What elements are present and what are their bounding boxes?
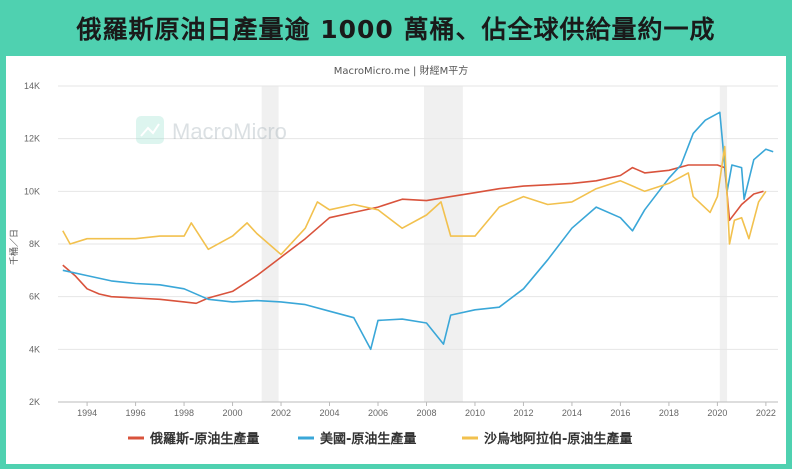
series-line-0 <box>62 164 764 305</box>
watermark-text: MacroMicro <box>172 119 287 144</box>
x-axis-ticks: 1994 1996 1998 2000 2002 2004 2006 2008 2010 2012… <box>58 401 778 418</box>
y-tick-label: 14K <box>24 81 40 91</box>
x-tick-label: 2004 <box>319 408 339 418</box>
x-tick-label: 2020 <box>707 408 727 418</box>
y-tick-label: 2K <box>29 397 40 407</box>
chart-panel: 2K 4K 6K 8K 10K 12K 14K 1994 1996 1998 2000 2002 20… <box>6 56 786 464</box>
page-title: 俄羅斯原油日產量逾 1000 萬桶、佔全球供給量約一成 <box>76 15 716 44</box>
legend: 俄羅斯-原油生產量 美國-原油生產量 沙烏地阿拉伯-原油生產量 <box>128 431 632 447</box>
watermark: MacroMicro <box>136 116 287 144</box>
title-bar: 俄羅斯原油日產量逾 1000 萬桶、佔全球供給量約一成 <box>0 0 792 56</box>
legend-label-0: 俄羅斯-原油生產量 <box>149 431 259 447</box>
y-axis-ticks: 2K 4K 6K 8K 10K 12K 14K <box>24 81 40 407</box>
legend-label-2: 沙烏地阿拉伯-原油生產量 <box>484 431 632 447</box>
x-tick-label: 2012 <box>513 408 533 418</box>
x-tick-label: 1998 <box>174 408 194 418</box>
y-tick-label: 6K <box>29 292 40 302</box>
x-tick-label: 2008 <box>416 408 436 418</box>
y-tick-label: 8K <box>29 239 40 249</box>
watermark-logo-line <box>140 123 160 137</box>
x-tick-label: 1996 <box>126 408 146 418</box>
x-tick-label: 2018 <box>659 408 679 418</box>
source-label: MacroMicro.me | 財經M平方 <box>334 64 468 77</box>
x-tick-label: 2016 <box>610 408 630 418</box>
x-tick-label: 2000 <box>223 408 243 418</box>
watermark-logo-icon <box>136 116 164 144</box>
x-tick-label: 1994 <box>77 408 97 418</box>
y-tick-label: 12K <box>24 134 40 144</box>
y-tick-label: 10K <box>24 186 40 196</box>
x-tick-label: 2006 <box>368 408 388 418</box>
y-axis-label: 千桶／日 <box>8 229 20 265</box>
series-line-1 <box>62 111 774 351</box>
y-tick-label: 4K <box>29 344 40 354</box>
x-tick-label: 2002 <box>271 408 291 418</box>
series-lines <box>62 111 774 351</box>
x-tick-label: 2022 <box>756 408 776 418</box>
chart-svg: 2K 4K 6K 8K 10K 12K 14K 1994 1996 1998 2000 2002 20… <box>8 64 778 447</box>
legend-label-1: 美國-原油生產量 <box>320 431 416 447</box>
x-tick-label: 2010 <box>465 408 485 418</box>
series-line-2 <box>62 145 767 256</box>
grid-lines <box>58 85 778 403</box>
x-tick-label: 2014 <box>562 408 582 418</box>
